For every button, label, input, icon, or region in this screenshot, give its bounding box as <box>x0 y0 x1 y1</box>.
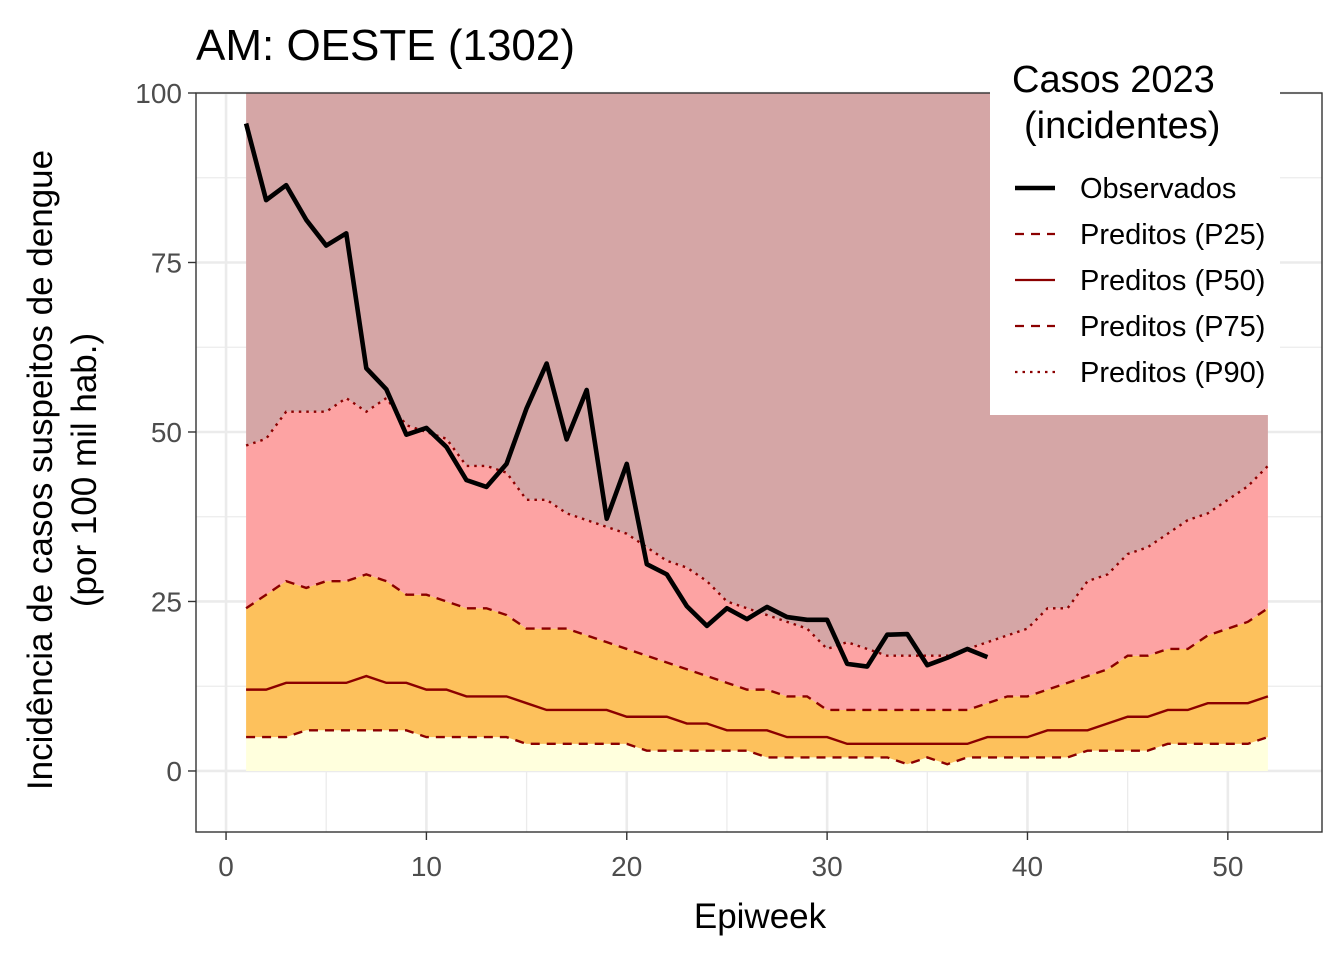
legend-entries: Observados Preditos (P25) Preditos (P50) Pr… <box>1015 173 1265 389</box>
legend-label: Preditos (P25) <box>1080 219 1265 251</box>
band-p25-p75 <box>246 574 1268 765</box>
y-tick-label: 100 <box>135 78 182 109</box>
legend-label: Preditos (P50) <box>1080 265 1265 297</box>
quantile-lines <box>245 396 1269 766</box>
series-line-preditos-p25 <box>246 729 1269 766</box>
series-line-preditos-p90 <box>245 396 1269 657</box>
legend-title-line2: (incidentes) <box>1024 105 1220 147</box>
axes: 0 10 20 30 40 50 0 25 50 75 100 <box>135 78 1323 882</box>
x-tick-label: 20 <box>611 851 642 882</box>
series-line-observados <box>243 122 989 669</box>
series-line-preditos-p75 <box>245 573 1269 712</box>
x-tick-label: 10 <box>411 851 442 882</box>
y-tick-label: 0 <box>166 756 182 787</box>
x-axis-title: Epiweek <box>694 897 827 936</box>
x-tick-label: 50 <box>1212 851 1243 882</box>
legend-label: Preditos (P90) <box>1080 357 1265 389</box>
y-tick-label: 25 <box>151 586 182 617</box>
y-tick-label: 50 <box>151 417 182 448</box>
x-tick-label: 30 <box>812 851 843 882</box>
legend-label: Observados <box>1080 173 1236 205</box>
x-tick-label: 40 <box>1012 851 1043 882</box>
legend: Casos 2023 (incidentes) Observados Predit… <box>990 55 1280 415</box>
y-axis-title-line2: (por 100 mil hab.) <box>65 333 104 607</box>
y-tick-label: 75 <box>151 247 182 278</box>
legend-title-line1: Casos 2023 <box>1012 59 1215 101</box>
chart-title: AM: OESTE (1302) <box>196 21 575 70</box>
legend-label: Preditos (P75) <box>1080 311 1265 343</box>
band-below-p25 <box>246 730 1268 771</box>
y-axis-title-line1: Incidência de casos suspeitos de dengue <box>21 150 60 790</box>
panel-border <box>195 92 1323 833</box>
band-p75-p90 <box>246 398 1268 710</box>
series-line-preditos-p50 <box>246 674 1269 746</box>
x-tick-label: 0 <box>218 851 234 882</box>
observed-series <box>243 122 989 669</box>
